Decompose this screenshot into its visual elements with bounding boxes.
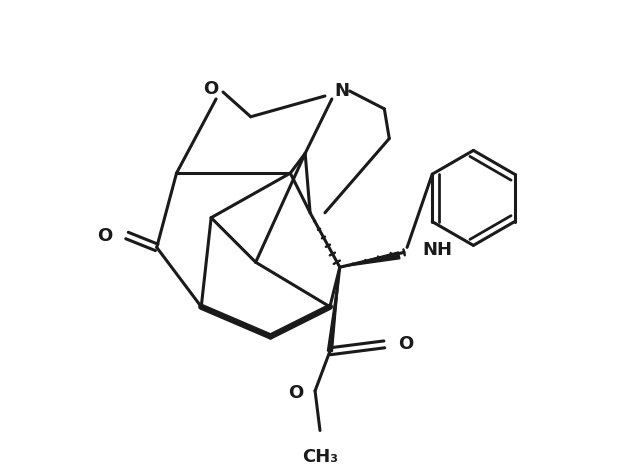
Polygon shape: [328, 267, 340, 352]
Text: O: O: [97, 227, 112, 244]
Polygon shape: [340, 252, 400, 267]
Text: O: O: [204, 80, 219, 98]
Text: CH₃: CH₃: [302, 448, 338, 466]
Text: O: O: [398, 336, 413, 353]
Text: O: O: [288, 384, 303, 402]
Text: NH: NH: [422, 242, 452, 259]
Text: N: N: [334, 82, 349, 100]
